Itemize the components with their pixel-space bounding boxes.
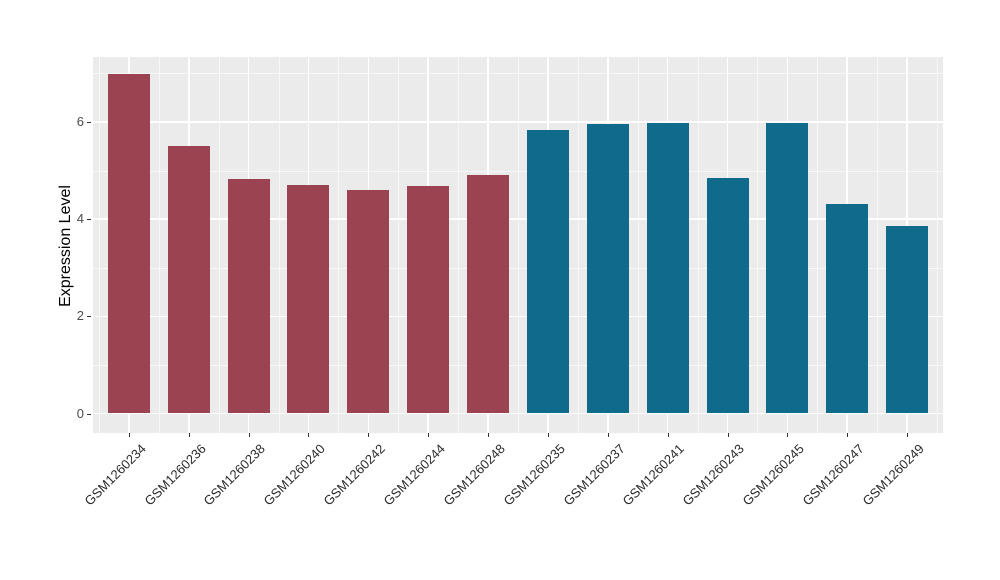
- plot-panel: [93, 57, 943, 433]
- minor-gridline-x: [398, 57, 400, 433]
- y-tick-mark: [87, 121, 91, 123]
- y-tick-label: 6: [76, 113, 84, 129]
- x-tick-mark: [727, 433, 729, 437]
- minor-gridline-x: [877, 57, 879, 433]
- x-tick-mark: [547, 433, 549, 437]
- x-tick-label-GSM1260248: GSM1260248: [440, 441, 508, 509]
- minor-gridline-x: [697, 57, 699, 433]
- x-tick-label-GSM1260237: GSM1260237: [560, 441, 628, 509]
- x-tick-label-GSM1260234: GSM1260234: [81, 441, 149, 509]
- x-tick-mark: [128, 433, 130, 437]
- minor-gridline-x: [577, 57, 579, 433]
- x-tick-label-GSM1260236: GSM1260236: [141, 441, 209, 509]
- x-tick-mark: [667, 433, 669, 437]
- x-tick-label-GSM1260247: GSM1260247: [799, 441, 867, 509]
- x-tick-label-GSM1260249: GSM1260249: [859, 441, 927, 509]
- minor-gridline-x: [458, 57, 460, 433]
- y-tick-mark: [87, 413, 91, 415]
- x-tick-label-GSM1260241: GSM1260241: [619, 441, 688, 509]
- bar-GSM1260242: [347, 190, 390, 414]
- x-tick-label-GSM1260235: GSM1260235: [500, 441, 568, 509]
- x-tick-label-GSM1260240: GSM1260240: [260, 441, 329, 509]
- x-tick-mark: [308, 433, 310, 437]
- y-tick-mark: [87, 219, 91, 221]
- x-tick-mark: [248, 433, 250, 437]
- major-gridline-y: [93, 218, 943, 220]
- minor-gridline-x: [937, 57, 938, 433]
- x-tick-label-GSM1260245: GSM1260245: [739, 441, 807, 509]
- x-tick-label-GSM1260242: GSM1260242: [320, 441, 388, 509]
- bar-GSM1260249: [886, 225, 929, 414]
- minor-gridline-x: [518, 57, 519, 433]
- bar-GSM1260236: [167, 146, 210, 414]
- bar-GSM1260243: [706, 177, 749, 414]
- bar-GSM1260244: [407, 186, 450, 414]
- x-tick-label-GSM1260243: GSM1260243: [679, 441, 748, 509]
- minor-gridline-x: [757, 57, 759, 433]
- bar-GSM1260234: [107, 73, 150, 414]
- bar-GSM1260241: [646, 122, 689, 414]
- minor-gridline-x: [278, 57, 280, 433]
- y-tick-label: 4: [76, 211, 84, 227]
- minor-gridline-x: [98, 57, 100, 433]
- minor-gridline-x: [338, 57, 340, 433]
- minor-gridline-x: [637, 57, 639, 433]
- bar-GSM1260238: [227, 178, 270, 414]
- bar-GSM1260245: [766, 122, 809, 414]
- x-tick-mark: [847, 433, 849, 437]
- bar-GSM1260240: [287, 184, 330, 414]
- minor-gridline-x: [218, 57, 220, 433]
- y-tick-label: 2: [76, 308, 84, 324]
- major-gridline-y: [93, 315, 943, 318]
- y-tick-label: 0: [76, 405, 84, 421]
- x-tick-label-GSM1260244: GSM1260244: [380, 441, 448, 509]
- x-tick-mark: [907, 433, 909, 437]
- x-tick-mark: [188, 433, 190, 437]
- major-gridline-y: [93, 121, 943, 123]
- y-tick-mark: [87, 316, 91, 318]
- minor-gridline-x: [817, 57, 819, 433]
- bar-GSM1260248: [467, 175, 510, 414]
- x-tick-mark: [787, 433, 789, 437]
- bar-GSM1260237: [586, 123, 629, 414]
- major-gridline-y: [93, 412, 943, 415]
- bar-GSM1260235: [526, 130, 569, 414]
- bar-GSM1260247: [826, 204, 869, 414]
- y-axis-title: Expression Level: [57, 185, 74, 307]
- x-tick-mark: [368, 433, 370, 437]
- minor-gridline-x: [158, 57, 160, 433]
- x-tick-mark: [488, 433, 490, 437]
- x-tick-label-GSM1260238: GSM1260238: [200, 441, 269, 509]
- x-tick-mark: [428, 433, 430, 437]
- x-tick-mark: [607, 433, 609, 437]
